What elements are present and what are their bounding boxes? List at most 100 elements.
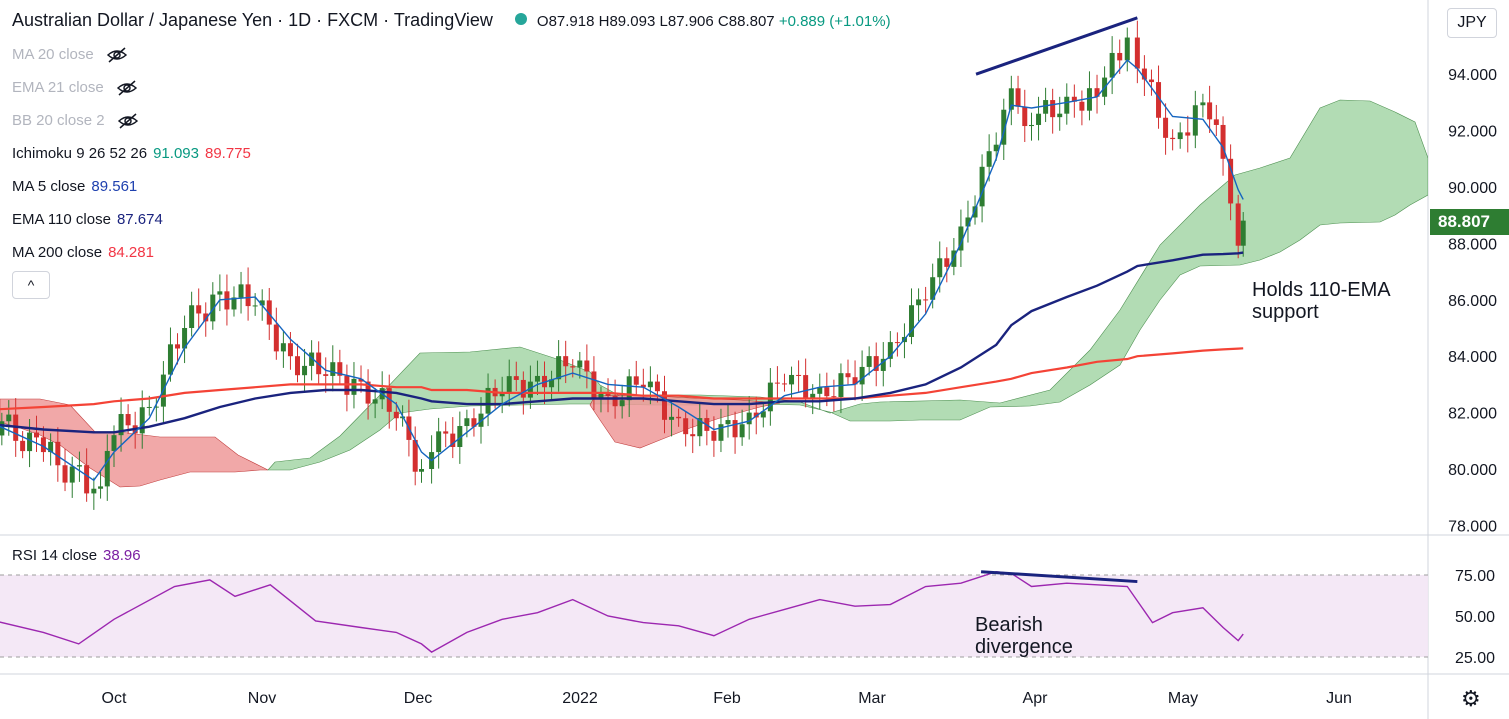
candle-down [1022, 89, 1028, 143]
candle-up [817, 373, 823, 410]
indicator-row[interactable]: MA 20 close [12, 46, 128, 67]
candle-down [245, 267, 251, 321]
candle-body [647, 381, 653, 388]
candle-body [753, 412, 759, 418]
candle-body [1192, 105, 1198, 136]
time-tick-label: Dec [404, 690, 432, 707]
candle-body [393, 411, 399, 419]
candle-down [584, 344, 590, 389]
candle-up [1240, 212, 1246, 257]
candle-up [436, 417, 442, 469]
candle-down [1015, 75, 1021, 114]
candle-body [1235, 203, 1241, 246]
candle-body [259, 300, 265, 306]
candle-body [499, 392, 505, 397]
candle-down [412, 426, 418, 486]
indicator-row[interactable]: EMA 110 close 87.674 [12, 211, 163, 228]
candle-up [880, 342, 886, 387]
high-value: H89.093 [598, 13, 656, 30]
candle-body [513, 376, 519, 380]
candle-body [69, 466, 75, 483]
candle-up [153, 396, 159, 422]
time-tick-label: Nov [248, 690, 276, 707]
candle-body [436, 431, 442, 453]
collapse-legend-button[interactable]: ^ [12, 271, 50, 299]
candle-body [294, 356, 300, 376]
candle-body [91, 488, 97, 494]
candle-body [831, 396, 837, 398]
candle-body [443, 431, 449, 434]
candle-body [1064, 96, 1070, 114]
candle-body [1050, 100, 1056, 118]
candle-body [1071, 96, 1077, 102]
price-tick-label: 90.000 [1448, 180, 1497, 197]
candle-down [224, 274, 230, 326]
candle-up [725, 404, 731, 438]
price-tick-label: 80.000 [1448, 462, 1497, 479]
settings-gear-icon[interactable]: ⚙ [1461, 686, 1481, 711]
currency-button[interactable]: JPY [1447, 8, 1497, 38]
candle-up [937, 241, 943, 293]
rsi-axis[interactable]: 25.00 50.00 75.00 [1455, 568, 1495, 667]
candle-down [774, 366, 780, 400]
candle-down [1079, 90, 1085, 126]
eye-hidden-icon[interactable] [106, 47, 128, 67]
candle-up [98, 471, 104, 499]
candle-body [683, 418, 689, 435]
rsi-legend-label[interactable]: RSI 14 close [12, 547, 98, 564]
price-tick-label: 78.000 [1448, 518, 1497, 535]
candle-body [62, 465, 68, 483]
indicator-row[interactable]: Ichimoku 9 26 52 26 91.093 89.775 [12, 145, 251, 162]
candle-up [534, 360, 540, 396]
indicator-value: 91.093 [153, 145, 199, 162]
candle-up [866, 346, 872, 376]
candle-body [457, 426, 463, 447]
candle-down [1207, 85, 1213, 133]
candle-up [577, 351, 583, 379]
time-tick-label: Oct [102, 690, 127, 707]
time-axis[interactable]: Oct Nov Dec 2022 Feb Mar Apr May Jun [102, 690, 1352, 707]
candle-body [584, 360, 590, 372]
candle-body [1134, 37, 1140, 69]
trendline-rsi[interactable] [980, 570, 1138, 584]
candle-body [104, 450, 110, 487]
candle-body [661, 391, 667, 420]
low-value: L87.906 [659, 13, 714, 30]
eye-hidden-icon[interactable] [117, 113, 139, 133]
candle-down [923, 286, 929, 315]
price-axis[interactable]: 78.000 80.000 82.000 84.000 86.000 88.000 90.0… [1448, 67, 1497, 535]
candle-body [386, 388, 392, 412]
candle-up [189, 291, 195, 337]
symbol-title[interactable]: Australian Dollar / Japanese Yen · 1D · … [12, 10, 493, 30]
indicator-row[interactable]: MA 5 close 89.561 [12, 178, 137, 195]
candle-body [1094, 88, 1100, 97]
time-tick-label: May [1168, 690, 1198, 707]
candle-down [1148, 69, 1154, 96]
candle-body [859, 366, 865, 385]
candle-up [118, 397, 124, 452]
candle-body [570, 366, 576, 368]
candle-down [323, 357, 329, 393]
candle-body [640, 384, 646, 388]
eye-hidden-icon[interactable] [116, 80, 138, 100]
candle-body [1028, 124, 1034, 127]
candle-body [153, 406, 159, 408]
indicator-value: 89.561 [91, 178, 138, 195]
indicator-row[interactable]: MA 200 close 84.281 [12, 244, 154, 261]
rsi-tick-label: 25.00 [1455, 650, 1495, 667]
indicator-label: Ichimoku 9 26 52 26 [12, 145, 148, 162]
candle-body [1170, 137, 1176, 140]
candle-body [803, 375, 809, 399]
indicator-row[interactable]: BB 20 close 2 [12, 112, 139, 133]
candle-down [1220, 116, 1226, 176]
indicator-label: MA 200 close [12, 244, 103, 261]
candle-up [760, 402, 766, 428]
trendline-price[interactable] [975, 16, 1138, 76]
price-tick-label: 82.000 [1448, 406, 1497, 423]
candle-up [1008, 75, 1014, 126]
indicator-row[interactable]: EMA 21 close [12, 79, 138, 100]
candle-up [838, 363, 844, 414]
candle-down [661, 375, 667, 434]
candle-body [1185, 132, 1191, 136]
